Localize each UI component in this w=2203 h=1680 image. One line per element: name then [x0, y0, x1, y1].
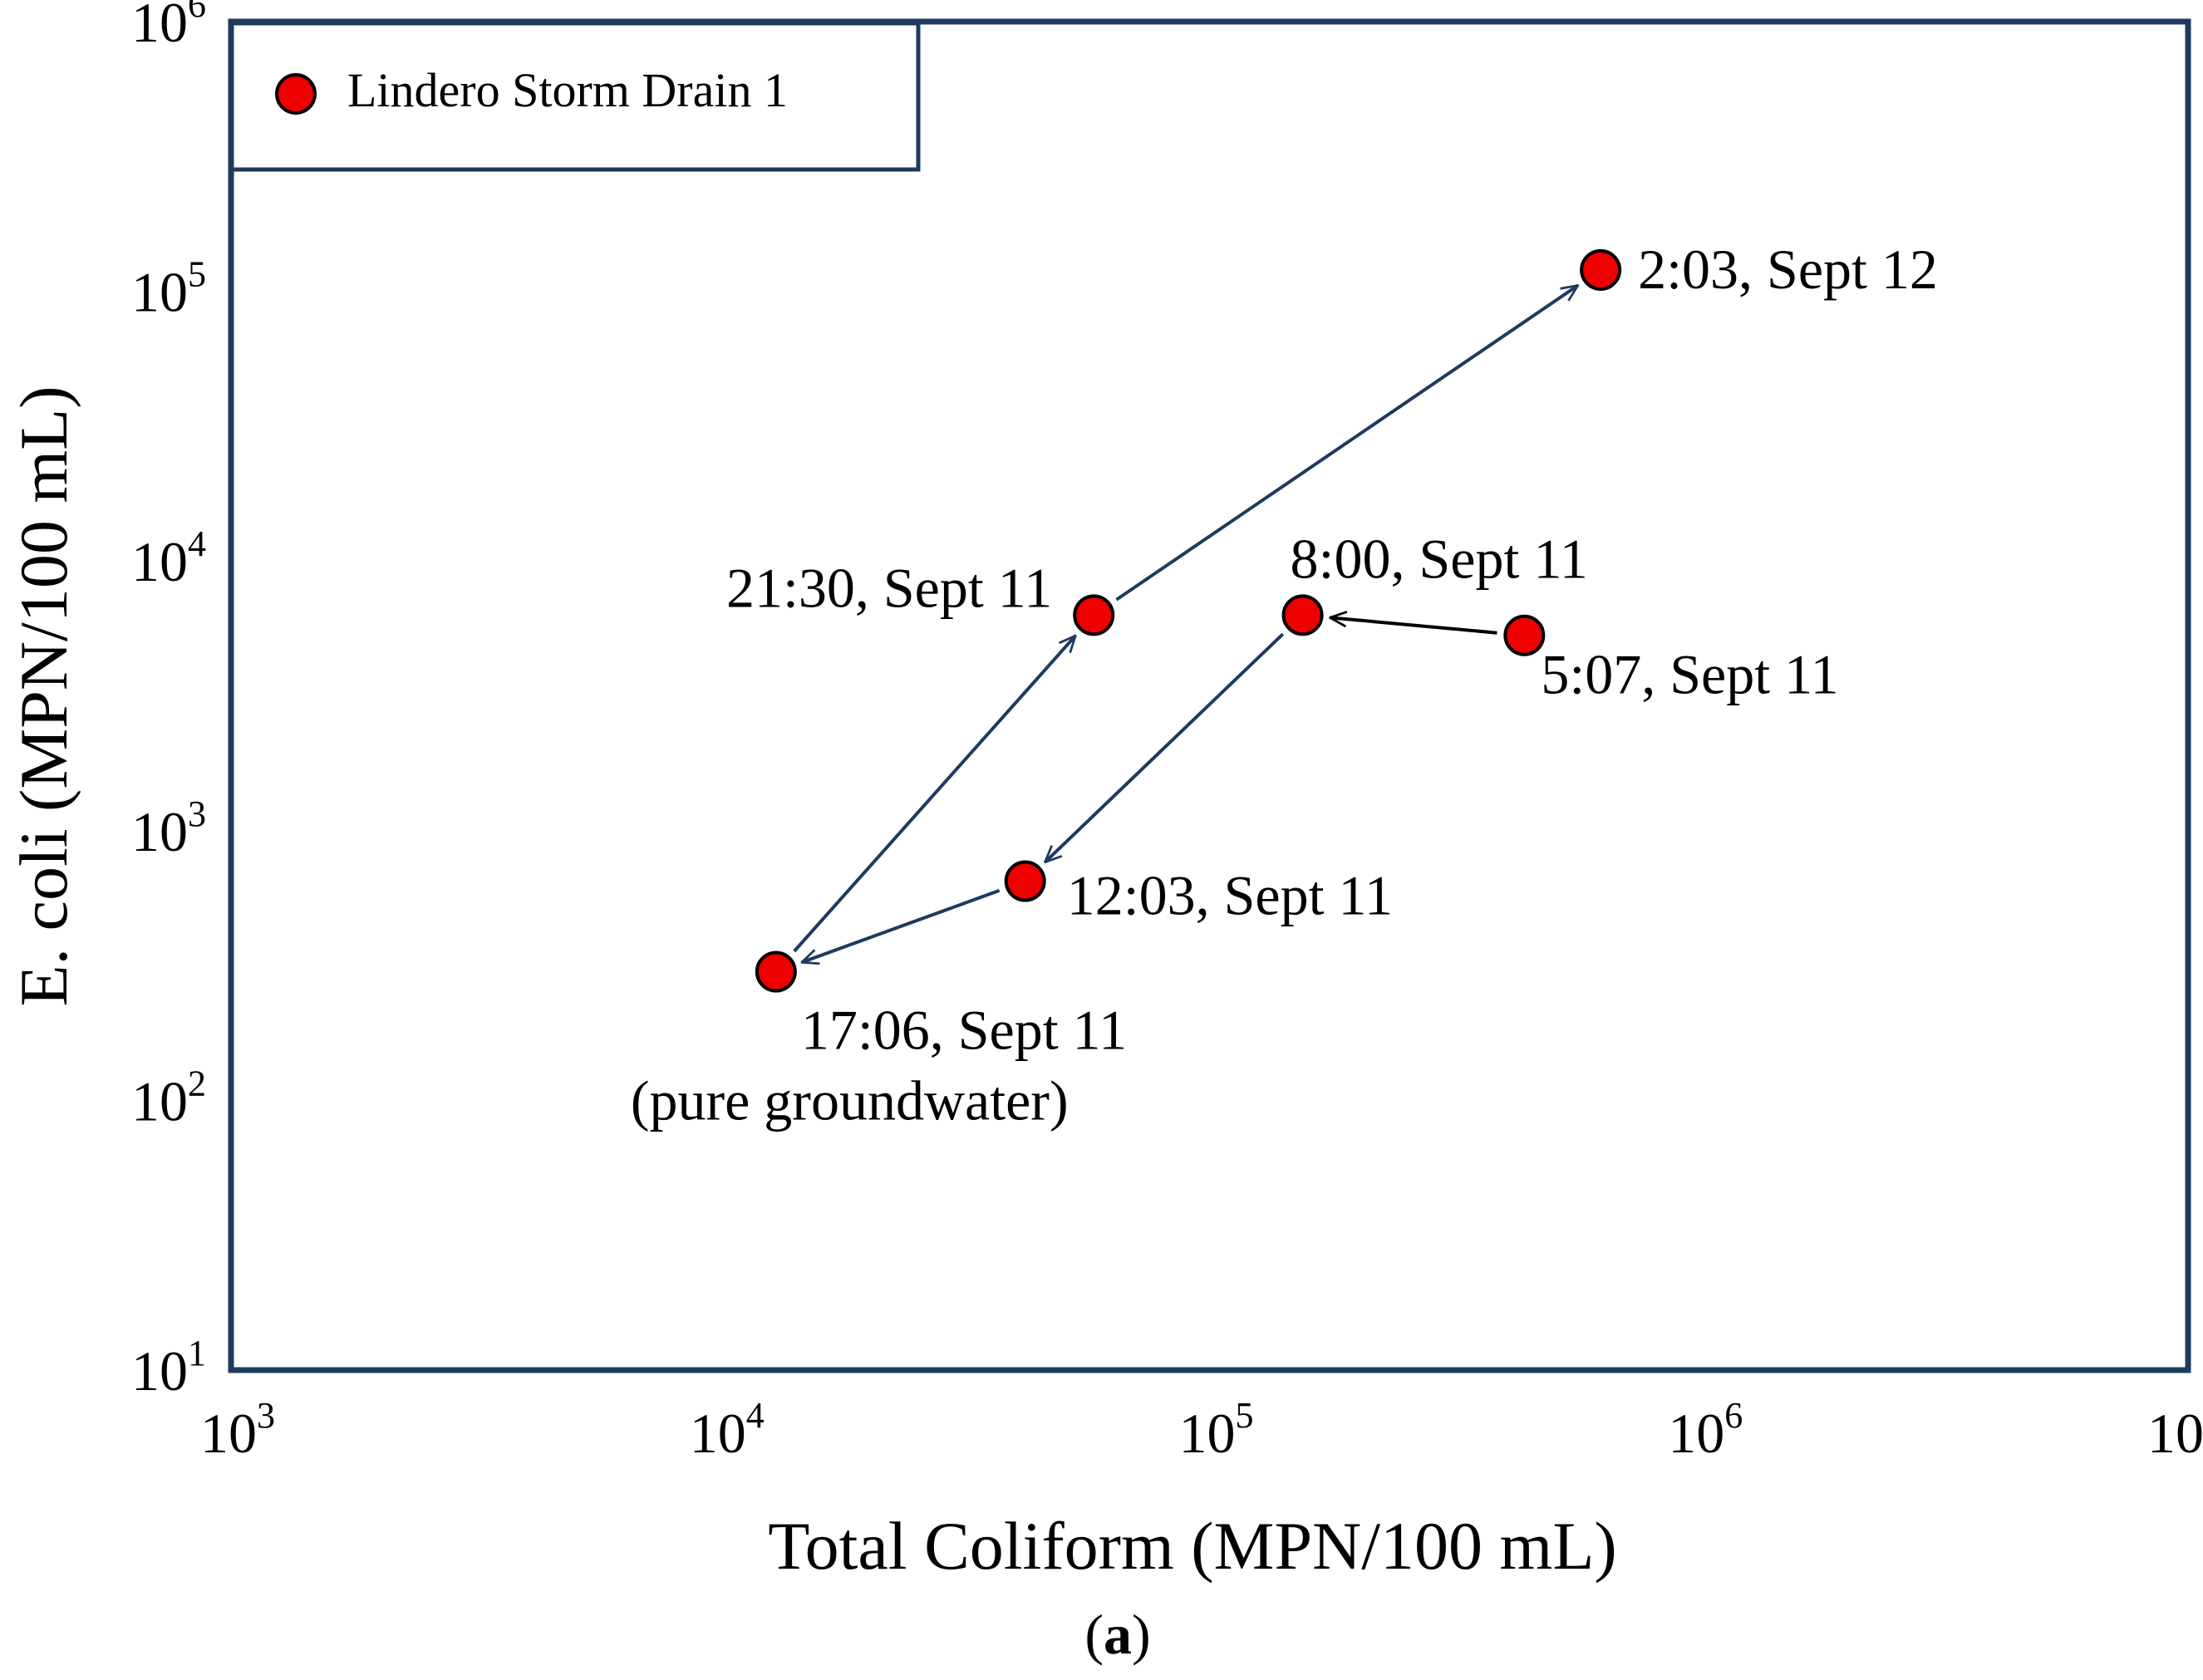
annotation-p2130: 21:30, Sept 11 [726, 556, 1052, 619]
y-tick-label-1-base: 10 [131, 1339, 188, 1402]
y-tick-label-5-base: 10 [131, 261, 188, 324]
x-tick-label-6-base: 10 [1668, 1402, 1724, 1465]
annotation-note-p1706: (pure groundwater) [631, 1069, 1069, 1132]
y-tick-label-2-base: 10 [131, 1069, 188, 1132]
legend: Lindero Storm Drain 1 [233, 21, 921, 172]
point-annotations: 5:07, Sept 11 8:00, Sept 11 12:03, Sept 11… [631, 238, 1938, 1132]
annotation-p800: 8:00, Sept 11 [1291, 527, 1588, 590]
x-tick-label-3-base: 10 [200, 1402, 257, 1465]
x-tick-label-4: 104 [690, 1395, 765, 1465]
data-point-p800 [1281, 594, 1324, 636]
panel-label-letter: a [1104, 1603, 1132, 1666]
x-tick-label-7: 107 [2147, 1395, 2203, 1465]
plot-frame [228, 18, 2191, 1373]
trajectory-arrows [793, 285, 1578, 962]
y-tick-label-3-base: 10 [131, 800, 188, 863]
y-tick-label-2-exp: 2 [188, 1063, 206, 1103]
arrow-p800-to-p1203 [1045, 632, 1285, 862]
y-tick-label-1-exp: 1 [188, 1333, 206, 1373]
x-tick-label-3: 103 [200, 1395, 275, 1465]
x-tick-label-5-exp: 5 [1236, 1395, 1254, 1436]
arrow-p507-to-p800 [1330, 617, 1497, 635]
y-axis-title: E. coli (MPN/100 mL) [6, 386, 81, 1006]
y-tick-label-4-base: 10 [131, 530, 188, 593]
legend-box [233, 21, 921, 172]
x-tick-label-4-exp: 4 [746, 1395, 765, 1436]
data-point-p507 [1503, 614, 1546, 656]
y-tick-label-6-exp: 6 [188, 0, 206, 25]
x-tick-label-5: 105 [1179, 1395, 1254, 1465]
annotation-p1203: 12:03, Sept 11 [1067, 864, 1393, 927]
y-tick-label-6: 106 [131, 0, 206, 54]
x-tick-label-6: 106 [1668, 1395, 1743, 1465]
y-tick-label-5: 105 [131, 254, 206, 324]
x-tick-label-4-base: 10 [690, 1402, 746, 1465]
data-point-p1203 [1004, 860, 1046, 902]
y-tick-label-4-exp: 4 [188, 523, 206, 564]
y-tick-label-6-base: 10 [131, 0, 188, 54]
data-point-p1706 [755, 951, 797, 993]
y-tick-label-4: 104 [131, 523, 206, 593]
annotation-p1706: 17:06, Sept 11 [801, 999, 1127, 1062]
y-tick-label-2: 102 [131, 1063, 206, 1132]
annotation-p0203: 2:03, Sept 12 [1638, 238, 1938, 301]
panel-label-close: ) [1132, 1603, 1151, 1666]
annotation-p507: 5:07, Sept 11 [1541, 643, 1838, 706]
x-tick-label-5-base: 10 [1179, 1402, 1236, 1465]
data-point-p0203 [1580, 248, 1622, 291]
x-tick-label-3-exp: 3 [257, 1395, 275, 1436]
x-tick-label-6-exp: 6 [1724, 1395, 1743, 1436]
data-point-p2130 [1073, 594, 1115, 636]
x-tick-labels: 103104105106107 [200, 1395, 2203, 1465]
legend-marker [275, 73, 317, 115]
y-tick-label-1: 101 [131, 1333, 206, 1402]
y-tick-label-3: 103 [131, 793, 206, 863]
arrow-p1203-to-p1706 [802, 888, 1001, 962]
x-tick-label-7-base: 10 [2147, 1402, 2203, 1465]
panel-label-open: ( [1084, 1603, 1104, 1666]
data-points [755, 248, 1622, 993]
y-tick-label-3-exp: 3 [188, 793, 206, 834]
panel-label: (a) [1084, 1603, 1150, 1666]
x-axis-title: Total Coliform (MPN/100 mL) [768, 1508, 1616, 1584]
arrow-p1706-to-p2130 [793, 636, 1075, 953]
y-tick-label-5-exp: 5 [188, 254, 206, 295]
legend-label: Lindero Storm Drain 1 [347, 63, 788, 117]
arrow-p2130-to-p0203 [1115, 285, 1577, 602]
